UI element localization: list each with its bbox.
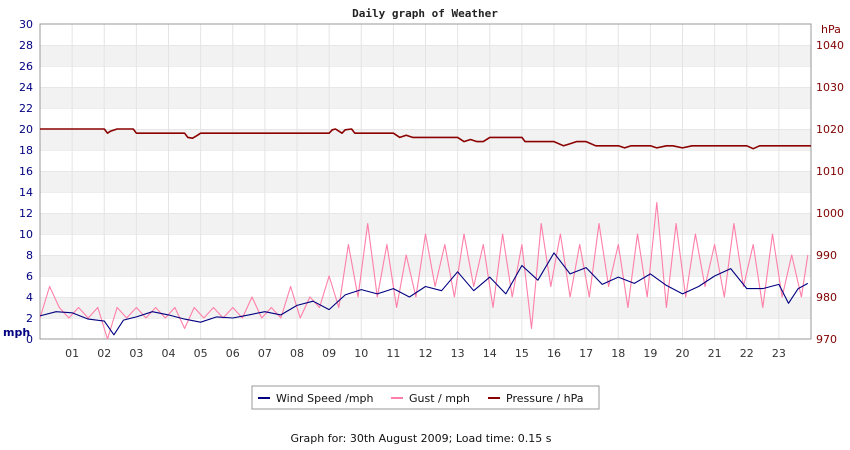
left-tick-label: 18 [19,144,33,157]
right-tick-label: 990 [816,249,837,262]
left-tick-label: 22 [19,102,33,115]
x-axis-ticks: 01 02 03 04 05 06 07 08 09 10 11 12 13 14 15 16 17 18 19 20… [65,347,786,360]
right-tick-label: 1000 [816,207,844,220]
vertical-gridlines [71,24,780,339]
x-tick-label: 07 [258,347,272,360]
left-tick-label: 8 [26,249,33,262]
x-tick-label: 20 [676,347,690,360]
x-tick-label: 05 [194,347,208,360]
left-tick-label: 30 [19,18,33,31]
x-tick-label: 06 [226,347,240,360]
x-tick-label: 02 [97,347,111,360]
left-tick-label: 6 [26,270,33,283]
x-tick-label: 03 [129,347,143,360]
legend-label-gust-mph: Gust / mph [409,392,470,405]
left-tick-label: 12 [19,207,33,220]
left-tick-label: 14 [19,186,33,199]
x-tick-label: 13 [451,347,465,360]
right-tick-label: 1030 [816,81,844,94]
series-layer [39,128,811,340]
x-tick-label: 01 [65,347,79,360]
chart-title: Daily graph of Weather [352,7,498,20]
left-tick-label: 20 [19,123,33,136]
right-tick-label: 1040 [816,39,844,52]
x-tick-label: 14 [483,347,497,360]
right-tick-label: 1020 [816,123,844,136]
x-tick-label: 22 [740,347,754,360]
series-line-pressure-hpa [40,128,811,150]
right-tick-label: 1010 [816,165,844,178]
right-axis-unit: hPa [821,23,841,36]
x-tick-label: 17 [579,347,593,360]
x-tick-label: 08 [290,347,304,360]
legend-label-wind-speed-mph: Wind Speed /mph [276,392,374,405]
right-tick-label: 970 [816,333,837,346]
legend-label-pressure-hpa: Pressure / hPa [506,392,584,405]
x-tick-label: 21 [708,347,722,360]
left-tick-label: 28 [19,39,33,52]
right-tick-label: 980 [816,291,837,304]
x-tick-label: 15 [515,347,529,360]
left-tick-label: 4 [26,291,33,304]
left-tick-label: 2 [26,312,33,325]
left-axis-unit: mph [3,326,30,339]
right-axis-ticks: 970 980 990 1000 1010 1020 1030 1040 [816,39,844,346]
left-tick-label: 26 [19,60,33,73]
series-line-wind-speed-mph [39,252,809,336]
x-tick-label: 18 [611,347,625,360]
legend: Wind Speed /mph Gust / mph Pressure / hPa [251,385,600,410]
x-tick-label: 09 [322,347,336,360]
x-tick-label: 12 [419,347,433,360]
footer-text: Graph for: 30th August 2009; Load time: … [291,432,552,445]
plot-frame [39,23,812,340]
x-tick-label: 11 [386,347,400,360]
x-tick-label: 23 [772,347,786,360]
x-tick-label: 04 [162,347,176,360]
left-tick-label: 16 [19,165,33,178]
legend-box [251,385,600,410]
x-tick-label: 16 [547,347,561,360]
left-tick-label: 10 [19,228,33,241]
x-tick-label: 19 [643,347,657,360]
left-tick-label: 24 [19,81,33,94]
left-tick-label: 0 [26,333,33,346]
x-tick-label: 10 [354,347,368,360]
